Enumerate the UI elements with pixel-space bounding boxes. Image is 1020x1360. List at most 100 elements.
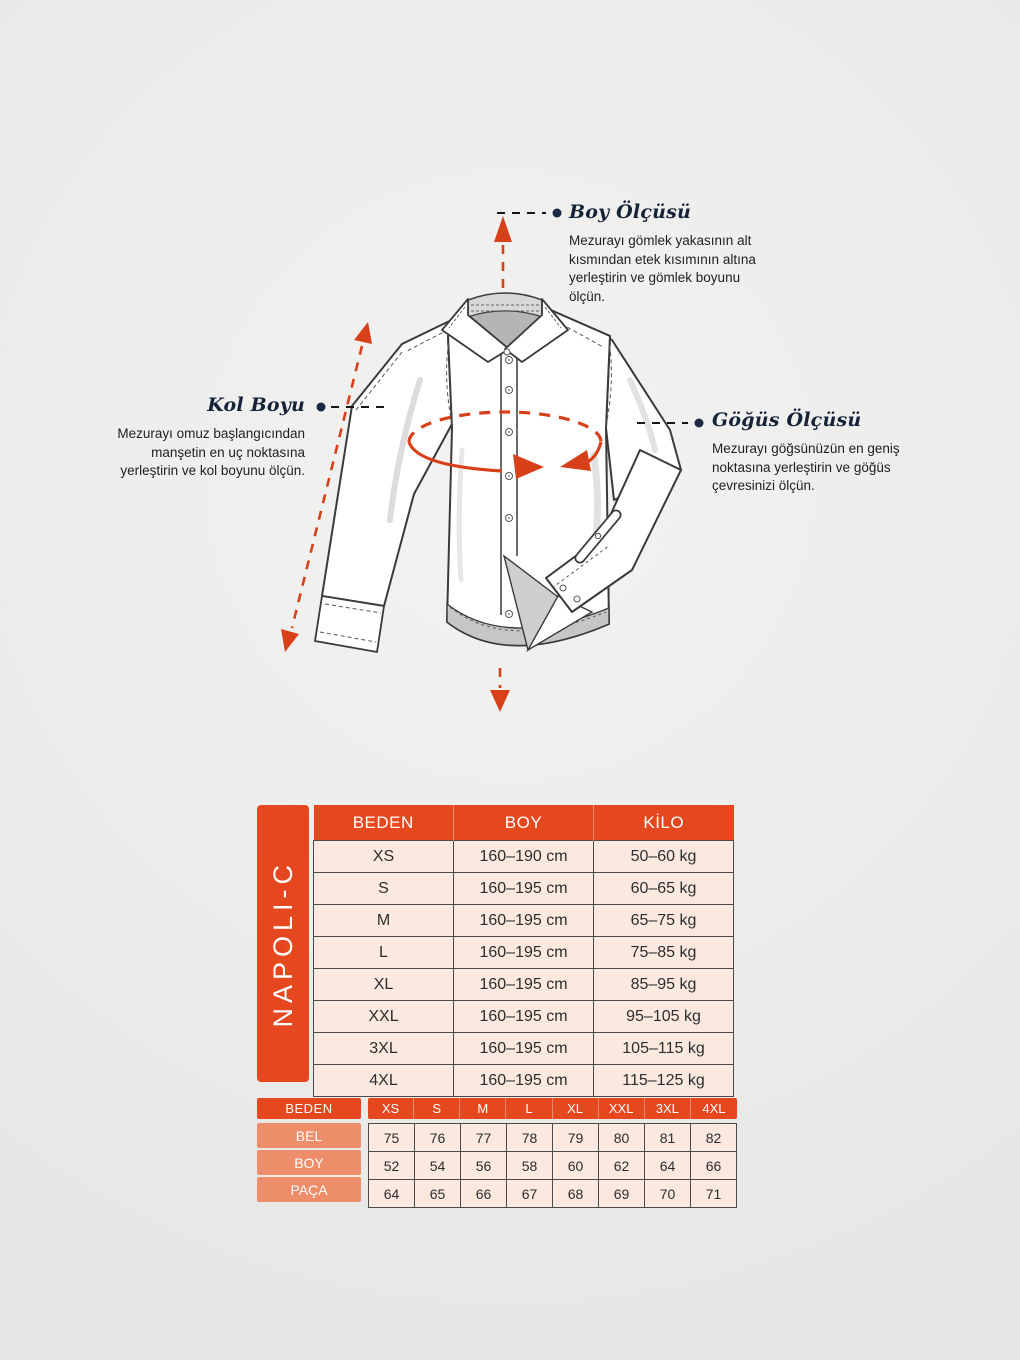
size-chart-cell: M — [313, 904, 454, 937]
size-chart-cell: 160–195 cm — [453, 1000, 594, 1033]
length-annotation-desc: Mezurayı gömlek yakasının alt kısmından … — [569, 233, 756, 304]
measure-table-cell: 56 — [460, 1151, 507, 1180]
measure-table-cell: 68 — [552, 1179, 599, 1208]
size-chart-cell: S — [313, 872, 454, 905]
shirt-left-sleeve — [321, 313, 465, 607]
size-chart-body: XS 160–190 cm 50–60 kg S 160–195 cm 60–65 kg M… — [313, 840, 734, 1097]
measure-table-cell: 65 — [414, 1179, 461, 1208]
measure-table-cell: 78 — [506, 1123, 553, 1152]
size-chart-row: M 160–195 cm 65–75 kg — [313, 904, 734, 937]
measure-table-column-header: 4XL — [702, 1101, 726, 1116]
size-chart-cell: 160–190 cm — [453, 840, 594, 873]
size-chart-row: XL 160–195 cm 85–95 kg — [313, 968, 734, 1001]
size-chart-row: XXL 160–195 cm 95–105 kg — [313, 1000, 734, 1033]
measure-table-row: 75 76 77 78 79 80 81 82 — [368, 1123, 737, 1152]
size-chart-header-row: BEDEN BOY KİLO — [313, 805, 734, 841]
chest-annotation: Göğüs Ölçüsü Mezurayı göğsünüzün en geni… — [712, 409, 942, 496]
length-label-dot — [552, 208, 562, 218]
size-chart-cell: 50–60 kg — [593, 840, 734, 873]
chest-label-line — [637, 418, 704, 428]
size-chart-cell: 3XL — [313, 1032, 454, 1065]
measure-table-cell: 66 — [460, 1179, 507, 1208]
measure-table-corner-header: BEDEN — [257, 1098, 361, 1119]
measure-table-cell: 58 — [506, 1151, 553, 1180]
shirt-left-cuff — [314, 595, 385, 653]
measure-table-cell: 80 — [598, 1123, 645, 1152]
chest-annotation-desc: Mezurayı göğsünüzün en geniş noktasına y… — [712, 441, 900, 493]
measure-table-cell: 62 — [598, 1151, 645, 1180]
measure-table-cell: 75 — [368, 1123, 415, 1152]
measure-table-body: 75 76 77 78 79 80 81 82 52 54 56 58 60 62 64 66 64 65 66 67… — [368, 1123, 737, 1208]
length-arrow-down — [490, 668, 510, 712]
measure-table-row-label: PAÇA — [257, 1177, 361, 1202]
sleeve-label-line — [316, 402, 391, 412]
length-arrow-up — [494, 216, 512, 288]
size-chart-cell: 160–195 cm — [453, 968, 594, 1001]
size-chart-cell: 95–105 kg — [593, 1000, 734, 1033]
measure-table-column-header: S — [414, 1098, 461, 1119]
measure-table-row-label: BEL — [257, 1123, 361, 1148]
measure-table-cell: 71 — [690, 1179, 737, 1208]
sleeve-annotation: Kol Boyu Mezurayı omuz başlangıcından ma… — [55, 394, 305, 481]
chest-annotation-title: Göğüs Ölçüsü — [712, 409, 862, 431]
measure-table-cell: 64 — [644, 1151, 691, 1180]
size-chart-cell: 65–75 kg — [593, 904, 734, 937]
size-chart-cell: 105–115 kg — [593, 1032, 734, 1065]
size-chart-cell: 160–195 cm — [453, 1064, 594, 1097]
size-chart-table: BEDEN BOY KİLO XS 160–190 cm 50–60 kg S 160–19… — [313, 805, 734, 1097]
size-chart-cell: 160–195 cm — [453, 1032, 594, 1065]
measure-table-cell: 66 — [690, 1151, 737, 1180]
sleeve-annotation-desc: Mezurayı omuz başlangıcından manşetin en… — [117, 426, 305, 478]
measure-table-cell: 67 — [506, 1179, 553, 1208]
size-chart-cell: XXL — [313, 1000, 454, 1033]
length-label-line — [497, 208, 562, 218]
measure-table-column-header: XS — [368, 1098, 415, 1119]
size-chart-cell: 60–65 kg — [593, 872, 734, 905]
size-chart-cell: L — [313, 936, 454, 969]
measure-table-cell: 60 — [552, 1151, 599, 1180]
size-chart-cell: XL — [313, 968, 454, 1001]
measure-table-cell: 79 — [552, 1123, 599, 1152]
sleeve-length-arrow — [281, 322, 372, 652]
size-chart-header-cell: BEDEN — [313, 805, 454, 841]
measure-table-cell: 77 — [460, 1123, 507, 1152]
measure-table-column-header: 3XL — [645, 1098, 691, 1119]
measure-table-cell: 54 — [414, 1151, 461, 1180]
shirt-collar — [441, 292, 569, 363]
size-chart-header-cell: BOY — [453, 805, 594, 841]
size-chart-header: BEDEN BOY KİLO — [313, 805, 734, 841]
measure-table-row-label: BOY — [257, 1150, 361, 1175]
size-chart-row: S 160–195 cm 60–65 kg — [313, 872, 734, 905]
measure-table-cell: 69 — [598, 1179, 645, 1208]
length-annotation: Boy Ölçüsü Mezurayı gömlek yakasının alt… — [569, 201, 789, 306]
shirt-placket — [500, 352, 518, 618]
sleeve-annotation-title: Kol Boyu — [207, 394, 305, 416]
size-chart-cell: 160–195 cm — [453, 936, 594, 969]
measure-table-row: 52 54 56 58 60 62 64 66 — [368, 1151, 737, 1180]
measure-table-column-header: XXL — [599, 1098, 645, 1119]
size-chart-row: 4XL 160–195 cm 115–125 kg — [313, 1064, 734, 1097]
measure-table: 75 76 77 78 79 80 81 82 52 54 56 58 60 62 64 66 64 65 66 67… — [368, 1123, 737, 1208]
length-annotation-title: Boy Ölçüsü — [569, 201, 692, 223]
measure-table-cell: 76 — [414, 1123, 461, 1152]
size-chart-cell: 85–95 kg — [593, 968, 734, 1001]
measure-table-cell: 52 — [368, 1151, 415, 1180]
measure-table-row: 64 65 66 67 68 69 70 71 — [368, 1179, 737, 1208]
size-chart-cell: XS — [313, 840, 454, 873]
measure-table-cell: 81 — [644, 1123, 691, 1152]
chest-circumference-arrow — [407, 410, 603, 479]
model-name-strip: NAPOLI-C — [257, 805, 309, 1082]
measure-table-row-labels: BEL BOY PAÇA — [257, 1123, 361, 1202]
measure-table-cell: 82 — [690, 1123, 737, 1152]
size-chart-cell: 4XL — [313, 1064, 454, 1097]
measure-table-column-headers: XS S M L XL XXL 3XL 4XL — [368, 1098, 737, 1119]
shirt-illustration — [281, 208, 704, 712]
size-chart-cell: 115–125 kg — [593, 1064, 734, 1097]
measure-table-column-header: L — [506, 1098, 553, 1119]
size-chart-header-cell: KİLO — [593, 805, 734, 841]
shirt-right-forearm — [545, 449, 682, 613]
size-chart-cell: 160–195 cm — [453, 904, 594, 937]
measure-table-cell: 70 — [644, 1179, 691, 1208]
chest-label-dot — [694, 418, 704, 428]
